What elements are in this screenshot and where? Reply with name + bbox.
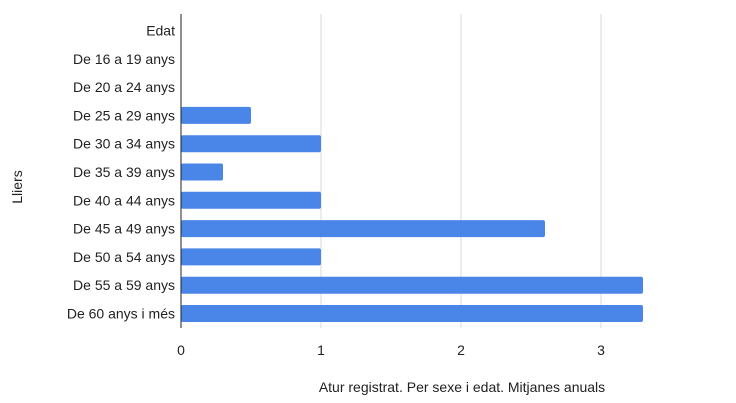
- bar: [181, 276, 643, 294]
- bar: [181, 106, 251, 124]
- x-tick-label: 0: [177, 342, 185, 358]
- bar: [181, 135, 321, 153]
- bar: [181, 191, 321, 209]
- grid-layer: [320, 14, 602, 328]
- x-axis-title: Atur registrat. Per sexe i edat. Mitjane…: [319, 379, 605, 395]
- category-label: De 60 anys i més: [67, 306, 175, 322]
- category-label-layer: Edat De 16 a 19 anys De 20 a 24 anys De 25 …: [67, 23, 175, 322]
- x-tick-label: 1: [317, 342, 325, 358]
- category-label: De 20 a 24 anys: [73, 79, 175, 95]
- bar: [181, 248, 321, 266]
- y-axis-title: Lliers: [9, 170, 25, 203]
- category-label: De 35 a 39 anys: [73, 164, 175, 180]
- bar: [181, 220, 545, 238]
- tick-label-layer: 0 1 2 3: [177, 342, 605, 358]
- category-label: De 45 a 49 anys: [73, 221, 175, 237]
- bar: [181, 163, 223, 181]
- category-label: Edat: [146, 23, 175, 39]
- category-label: De 50 a 54 anys: [73, 249, 175, 265]
- category-label: De 25 a 29 anys: [73, 107, 175, 123]
- category-label: De 30 a 34 anys: [73, 136, 175, 152]
- category-label: De 55 a 59 anys: [73, 277, 175, 293]
- category-label: De 40 a 44 anys: [73, 192, 175, 208]
- category-label: De 16 a 19 anys: [73, 51, 175, 67]
- x-tick-label: 3: [597, 342, 605, 358]
- x-tick-label: 2: [457, 342, 465, 358]
- bar: [181, 305, 643, 322]
- bar-layer: [181, 106, 643, 322]
